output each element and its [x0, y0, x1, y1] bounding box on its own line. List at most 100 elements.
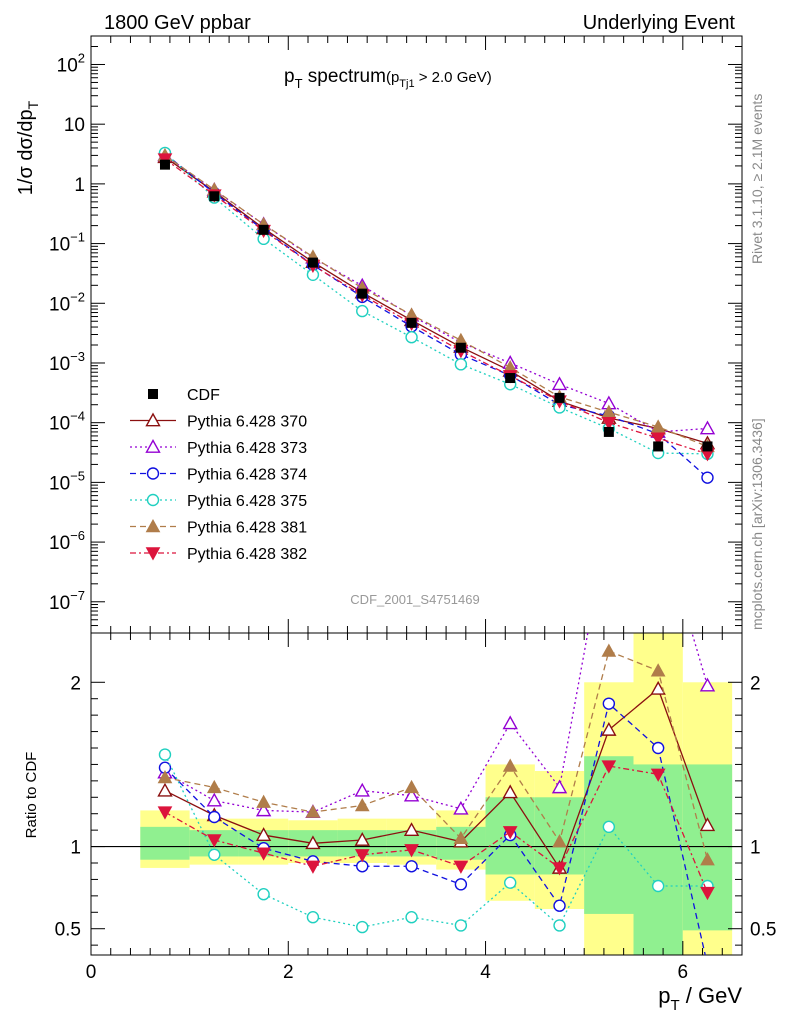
- legend-label-data: CDF: [187, 387, 220, 404]
- ratio-point-s4-8: [552, 834, 567, 848]
- title-rest: spectrum: [303, 66, 386, 87]
- main-point-s2-11: [701, 471, 714, 484]
- main-series-line-2: [164, 153, 708, 479]
- data-point-11: [702, 441, 713, 452]
- band-green-0: [140, 826, 190, 860]
- ratio-point-s4-2: [256, 794, 271, 808]
- ratio-point-s4-3: [305, 804, 321, 818]
- data-point-1: [209, 191, 220, 202]
- ratio-point-s5-6: [453, 860, 469, 874]
- data-point-8: [554, 392, 565, 403]
- ratio-point-s5-9: [601, 760, 617, 774]
- mcplots-label: mcplots.cern.ch [arXiv:1306.3436]: [749, 418, 765, 630]
- ratio-point-s1-4: [354, 782, 370, 797]
- legend-marker-4: [145, 518, 161, 533]
- main-ytick-label-2: 10−5: [49, 468, 85, 494]
- ratio-point-s2-10: [651, 741, 665, 755]
- header-left: 1800 GeV ppbar: [104, 12, 251, 34]
- ratio-series-line-1: [164, 633, 709, 813]
- ratio-point-s0-4: [354, 832, 370, 846]
- ratio-point-s0-9: [601, 721, 617, 736]
- ratio-point-s5-4: [354, 849, 370, 863]
- ratio-point-s5-11: [700, 886, 715, 901]
- main-series-line-5: [164, 158, 708, 455]
- ratio-ytick-label-right-2: 2: [750, 673, 761, 694]
- ratio-point-s3-0: [158, 748, 172, 761]
- title-p: p: [284, 66, 295, 87]
- main-point-s3-5: [405, 331, 418, 344]
- legend-marker-data: [148, 389, 158, 399]
- ratio-uncertainty-bands: [140, 633, 733, 955]
- main-ytick-label-4: 10−3: [49, 349, 85, 375]
- ratio-point-s4-5: [404, 779, 419, 794]
- ratio-point-s2-4: [356, 860, 369, 873]
- ratio-point-s3-4: [356, 920, 369, 934]
- watermark-label: CDF_2001_S4751469: [350, 592, 479, 607]
- ratio-point-s3-2: [257, 888, 270, 901]
- main-ytick-label-1: 10−6: [49, 528, 85, 554]
- main-ytick-label-9: 102: [57, 50, 85, 76]
- main-point-s1-11: [699, 420, 716, 435]
- ratio-point-s4-6: [453, 830, 469, 845]
- data-point-0: [159, 159, 170, 170]
- ratio-series-line-0: [164, 687, 709, 870]
- legend-marker-0: [145, 412, 161, 427]
- ratio-point-s0-3: [305, 835, 321, 850]
- ratio-point-s4-7: [502, 758, 518, 772]
- main-point-s5-10: [650, 432, 666, 446]
- title-sub: T: [295, 76, 303, 91]
- main-ytick-label-0: 10−7: [49, 588, 85, 614]
- legend-marker-5: [145, 547, 161, 561]
- ratio-point-s4-9: [601, 643, 617, 657]
- ratio-series-group: [157, 633, 716, 955]
- data-point-3: [307, 257, 318, 268]
- data-point-4: [357, 288, 368, 299]
- ratio-point-s5-8: [552, 862, 567, 876]
- title-cut-post: > 2.0 GeV): [415, 69, 492, 86]
- data-point-6: [455, 342, 466, 353]
- ratio-point-s0-7: [502, 784, 518, 799]
- ratio-point-s4-1: [206, 779, 222, 794]
- ratio-point-s3-6: [454, 919, 468, 932]
- ratio-point-s3-10: [651, 879, 665, 893]
- data-point-2: [258, 224, 269, 235]
- ratio-point-s4-11: [700, 852, 715, 866]
- ratio-point-s3-9: [602, 820, 616, 834]
- ratio-xtick-label-3: 6: [678, 962, 689, 983]
- ratio-point-s4-10: [650, 663, 666, 677]
- legend-label-2: Pythia 6.428 374: [187, 467, 307, 484]
- ratio-point-s5-7: [502, 826, 518, 840]
- ratio-point-s1-8: [551, 779, 568, 794]
- main-ytick-label-3: 10−4: [49, 409, 85, 435]
- ratio-ytick-label-right-0: 0.5: [750, 920, 776, 941]
- legend-label-5: Pythia 6.428 382: [187, 546, 307, 563]
- ratio-series-line-2: [164, 702, 706, 955]
- x-axis-label: pT / GeV: [658, 983, 742, 1014]
- title-cut-sub: Tj1: [399, 78, 414, 90]
- data-point-10: [653, 441, 664, 452]
- band-green-11: [682, 764, 733, 931]
- ratio-point-s1-11: [699, 677, 716, 692]
- main-series-line-0: [164, 156, 708, 445]
- ratio-point-s1-6: [453, 800, 469, 815]
- main-series-line-3: [164, 152, 708, 455]
- ratio-point-s3-7: [504, 876, 517, 889]
- ratio-point-s1-7: [502, 715, 518, 730]
- main-point-s1-8: [551, 376, 568, 391]
- ratio-point-s3-5: [405, 911, 418, 924]
- ratio-point-s2-5: [405, 860, 418, 873]
- ratio-point-s5-1: [206, 834, 222, 848]
- legend: CDF Pythia 6.428 370 Pythia 6.428 373 Pythi…: [130, 387, 307, 563]
- ratio-series-line-5: [164, 765, 709, 893]
- main-series-line-4: [164, 154, 708, 448]
- main-panel: 10−7 10−6 10−5 10−4 10−3 10−2 10−1 1 10 102: [49, 35, 743, 634]
- legend-marker-1: [145, 439, 161, 453]
- ratio-point-s2-1: [208, 810, 221, 824]
- main-point-s3-6: [454, 358, 468, 371]
- ratio-xtick-label-1: 2: [283, 962, 294, 983]
- ratio-point-s2-9: [602, 697, 616, 710]
- main-ytick-label-7: 1: [74, 175, 85, 196]
- ratio-ytick-label-0: 0.5: [55, 920, 81, 941]
- ratio-point-s0-5: [403, 822, 420, 837]
